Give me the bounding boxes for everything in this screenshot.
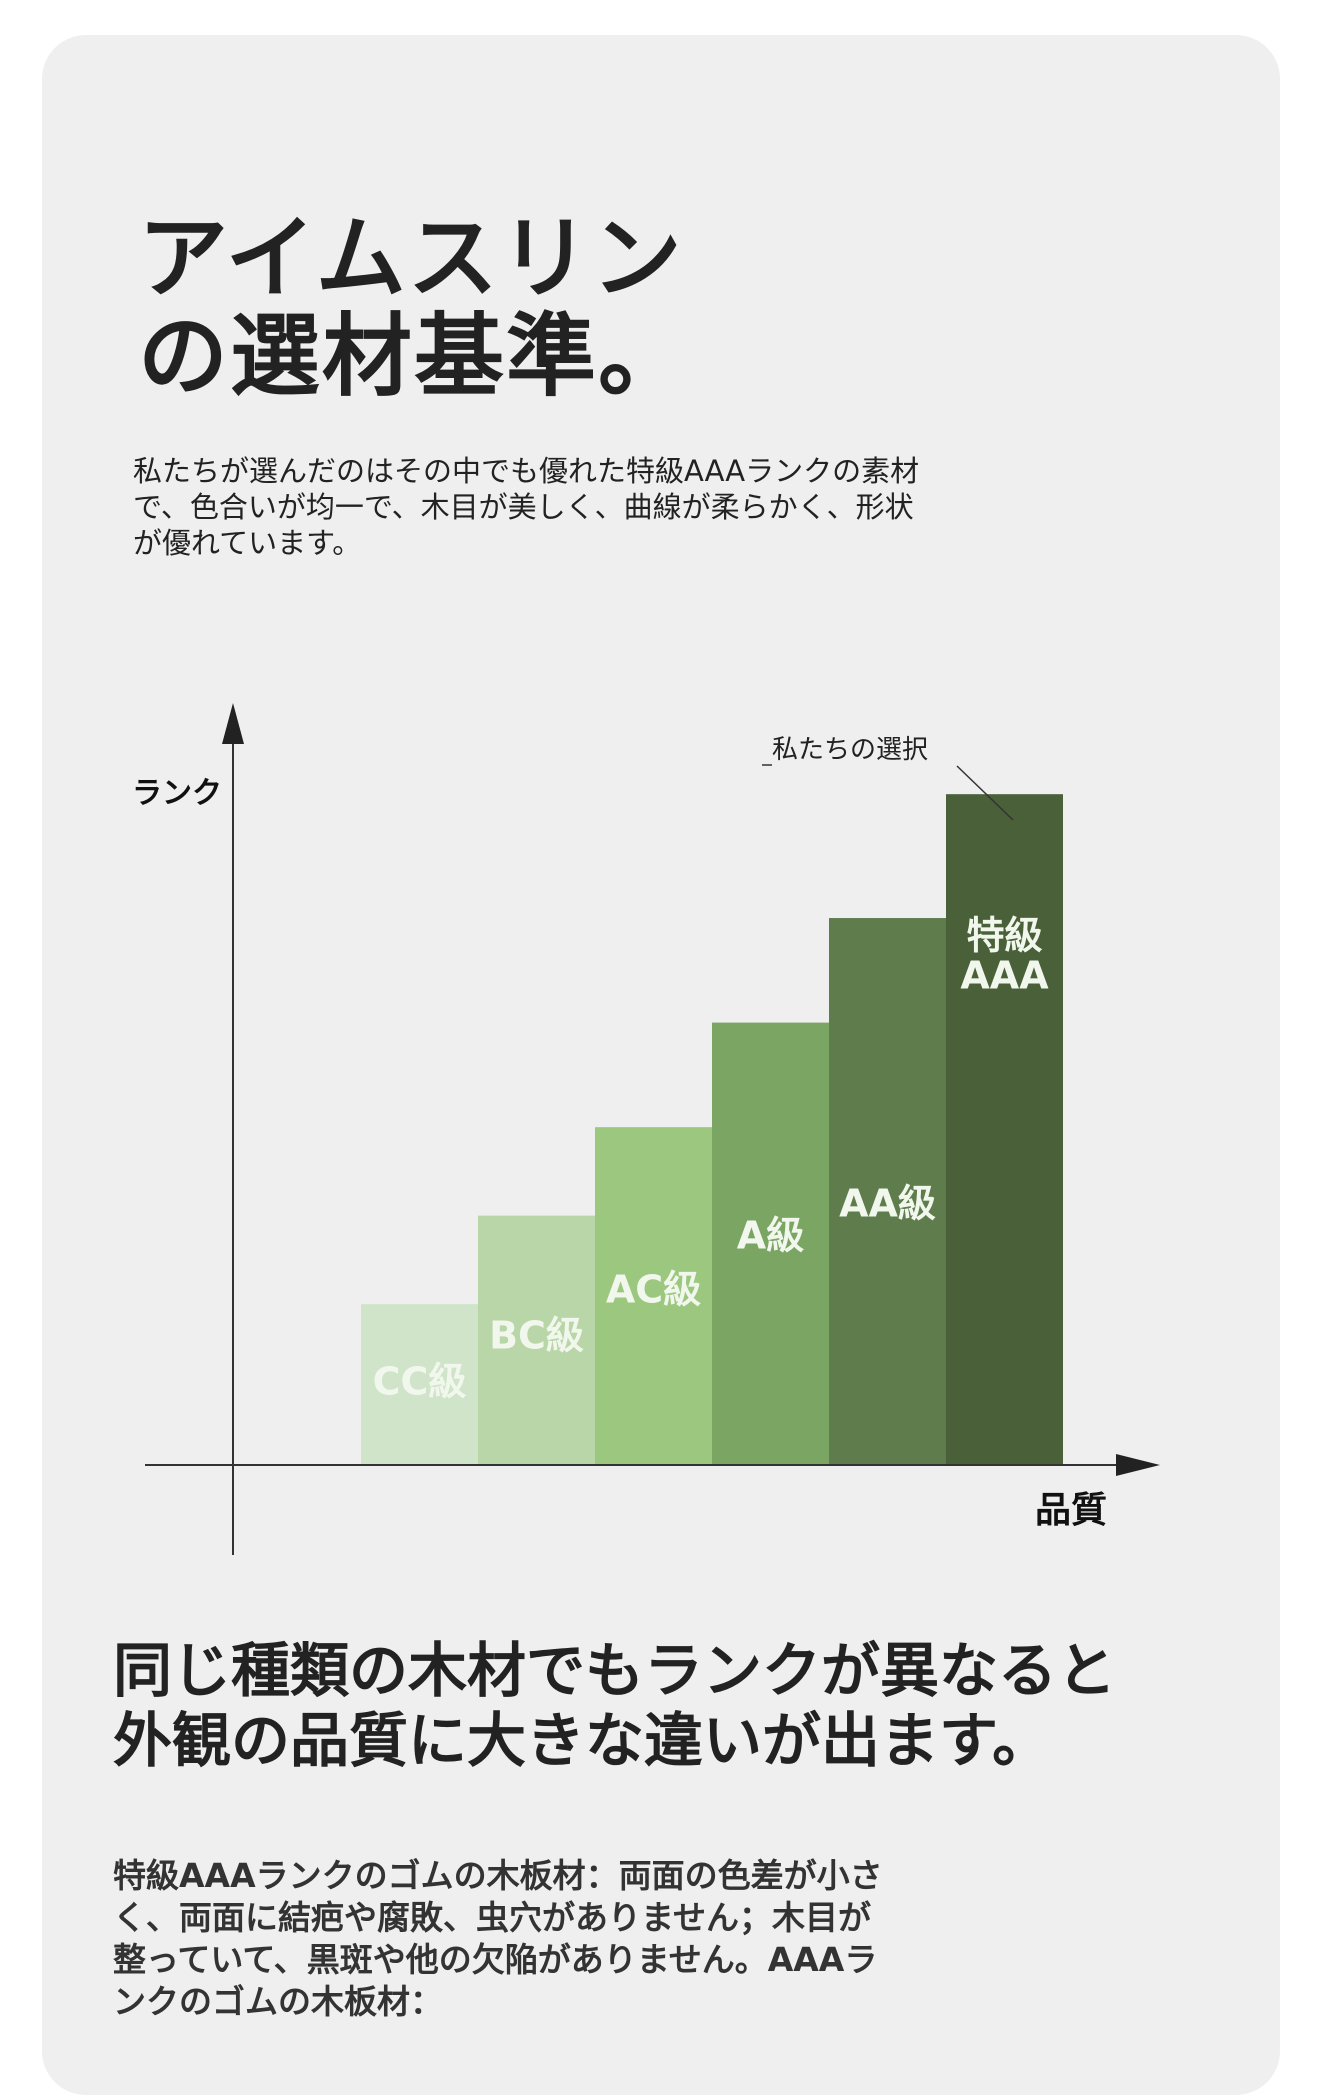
bar-3: [595, 1127, 712, 1465]
y-axis-arrow: [222, 703, 244, 744]
bars-layer: CC級 BC級 AC級 A級 AA級 特級 AAA: [361, 794, 1063, 1465]
bar-4: [712, 1022, 829, 1465]
section-body-text: 特級AAAランクのゴムの木板材：両面の色差が小さく、両面に結疤や腐敗、虫穴があり…: [113, 1856, 883, 2021]
x-axis-arrow: [1116, 1454, 1160, 1476]
bar-label-4: A級: [737, 1213, 804, 1257]
page-title-line-1: アイムスリン: [138, 206, 684, 311]
bar-label-6: 特級 AAA: [960, 913, 1049, 997]
bar-label-1-line-1: CC級: [373, 1360, 467, 1404]
bar-label-3-line-1: AC級: [606, 1268, 701, 1312]
page-title: アイムスリン の選材基準。: [138, 210, 690, 406]
bar-label-3: AC級: [606, 1268, 701, 1312]
bar-label-6-line-1: 特級: [966, 913, 1042, 957]
section-heading: 同じ種類の木材でもランクが異なると 外観の品質に大きな違いが出ます。: [113, 1636, 1116, 1776]
bar-1: [361, 1304, 478, 1465]
annotation-pointer-line: [956, 765, 1014, 821]
page-title-line-2: の選材基準。: [138, 304, 690, 409]
rank-quality-bar-chart: CC級 BC級 AC級 A級 AA級 特級 AAA ランク 品質 私たちの選択: [132, 703, 1160, 1555]
annotation-label: 私たちの選択: [772, 735, 928, 765]
bar-label-6-line-2: AAA: [960, 953, 1049, 997]
intro-paragraph: 私たちが選んだのはその中でも優れた特級AAAランクの素材で、色合いが均一で、木目…: [133, 454, 920, 560]
y-axis-label: ランク: [132, 776, 222, 811]
x-axis-label: 品質: [1035, 1490, 1107, 1531]
axes-layer: [145, 703, 1160, 1555]
section-heading-line-2: 外観の品質に大きな違いが出ます。: [113, 1706, 1052, 1775]
bar-5: [829, 918, 946, 1465]
annotation-layer: 私たちの選択: [762, 735, 1014, 821]
bar-label-5: AA級: [839, 1181, 936, 1225]
content-card: [42, 35, 1280, 2095]
section-heading-line-1: 同じ種類の木材でもランクが異なると: [113, 1636, 1117, 1705]
bar-6: [946, 794, 1063, 1465]
bar-label-2-line-1: BC級: [489, 1314, 584, 1358]
bar-label-4-line-1: A級: [737, 1213, 804, 1257]
bar-label-1: CC級: [373, 1360, 467, 1404]
bar-2: [478, 1215, 595, 1465]
bar-label-5-line-1: AA級: [839, 1181, 936, 1225]
bar-label-2: BC級: [489, 1314, 584, 1358]
